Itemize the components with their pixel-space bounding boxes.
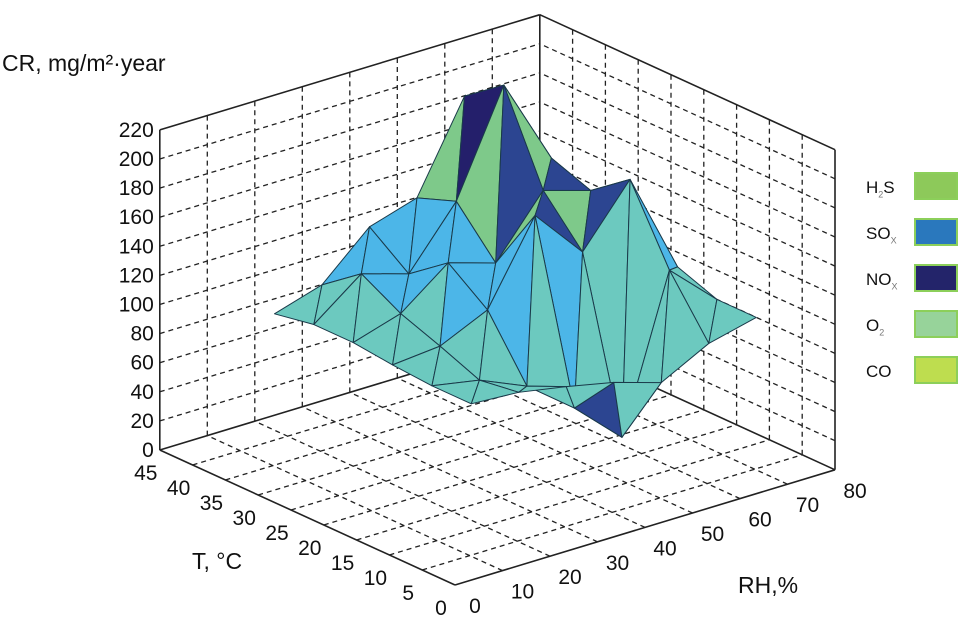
t-tick-label: 0: [435, 597, 447, 620]
wall-gridline: [539, 159, 836, 296]
surface-facet: [708, 298, 757, 344]
rh-tick-label: 70: [796, 494, 819, 517]
surface-facet: [470, 379, 520, 405]
z-tick-label: 160: [119, 206, 154, 229]
wall-gridline: [539, 13, 836, 151]
rh-tick-label: 30: [606, 552, 629, 575]
floor-gridline: [254, 420, 551, 557]
rh-tick-label: 50: [701, 523, 724, 546]
t-tick-label: 45: [134, 462, 157, 485]
z-tick-label: 200: [119, 148, 154, 171]
z-tick-label: 60: [130, 352, 153, 375]
surface-facet: [542, 157, 592, 191]
floor-gridline: [207, 435, 503, 572]
z-tick-label: 80: [130, 323, 153, 346]
wall-gridline: [539, 72, 836, 209]
t-tick-label: 25: [265, 522, 288, 545]
surface-facet: [660, 269, 710, 384]
t-tick-label: 30: [233, 507, 256, 530]
surface-facet: [613, 381, 662, 438]
legend-swatch: [914, 356, 958, 384]
z-tick-label: 120: [119, 264, 154, 287]
z-tick-label: 20: [130, 410, 153, 433]
surface-facet: [565, 381, 615, 409]
t-tick-label: 20: [298, 537, 321, 560]
z-tick-label: 140: [119, 235, 154, 258]
z-tick-label: 40: [130, 381, 153, 404]
t-axis-title: T, °C: [192, 548, 243, 574]
rh-tick-label: 60: [748, 509, 771, 532]
wall-gridline: [539, 101, 836, 238]
floor-gridline: [397, 377, 693, 514]
z-tick-label: 100: [119, 294, 154, 317]
floor-gridline: [349, 391, 646, 528]
rh-axis-title: RH,%: [738, 572, 799, 598]
legend-swatch: [914, 264, 958, 292]
wall-gridline: [159, 13, 541, 131]
rh-tick-label: 20: [558, 566, 581, 589]
t-tick-label: 40: [167, 477, 190, 500]
rh-tick-label: 40: [653, 537, 676, 560]
z-tick-label: 180: [119, 177, 154, 200]
rh-tick-label: 80: [843, 480, 866, 503]
surface-facet: [518, 385, 567, 393]
wall-gridline: [539, 130, 836, 267]
rh-tick-label: 10: [511, 581, 534, 604]
wall-gridline: [159, 130, 540, 247]
wall-gridline: [159, 101, 540, 218]
t-tick-label: 5: [402, 582, 414, 605]
legend-swatch: [914, 172, 958, 200]
rh-tick-label: 0: [469, 595, 481, 618]
z-axis-title: CR, mg/m²·year: [2, 50, 166, 76]
t-tick-label: 35: [200, 492, 223, 515]
wall-gridline: [539, 43, 836, 180]
legend-swatch: [914, 218, 958, 246]
legend-swatch: [914, 310, 958, 338]
t-tick-label: 15: [331, 552, 354, 575]
z-tick-label: 220: [119, 119, 154, 142]
floor-gridline: [302, 406, 598, 543]
t-tick-label: 10: [364, 567, 387, 590]
floor-gridline: [159, 449, 456, 586]
z-tick-label: 0: [142, 439, 154, 462]
